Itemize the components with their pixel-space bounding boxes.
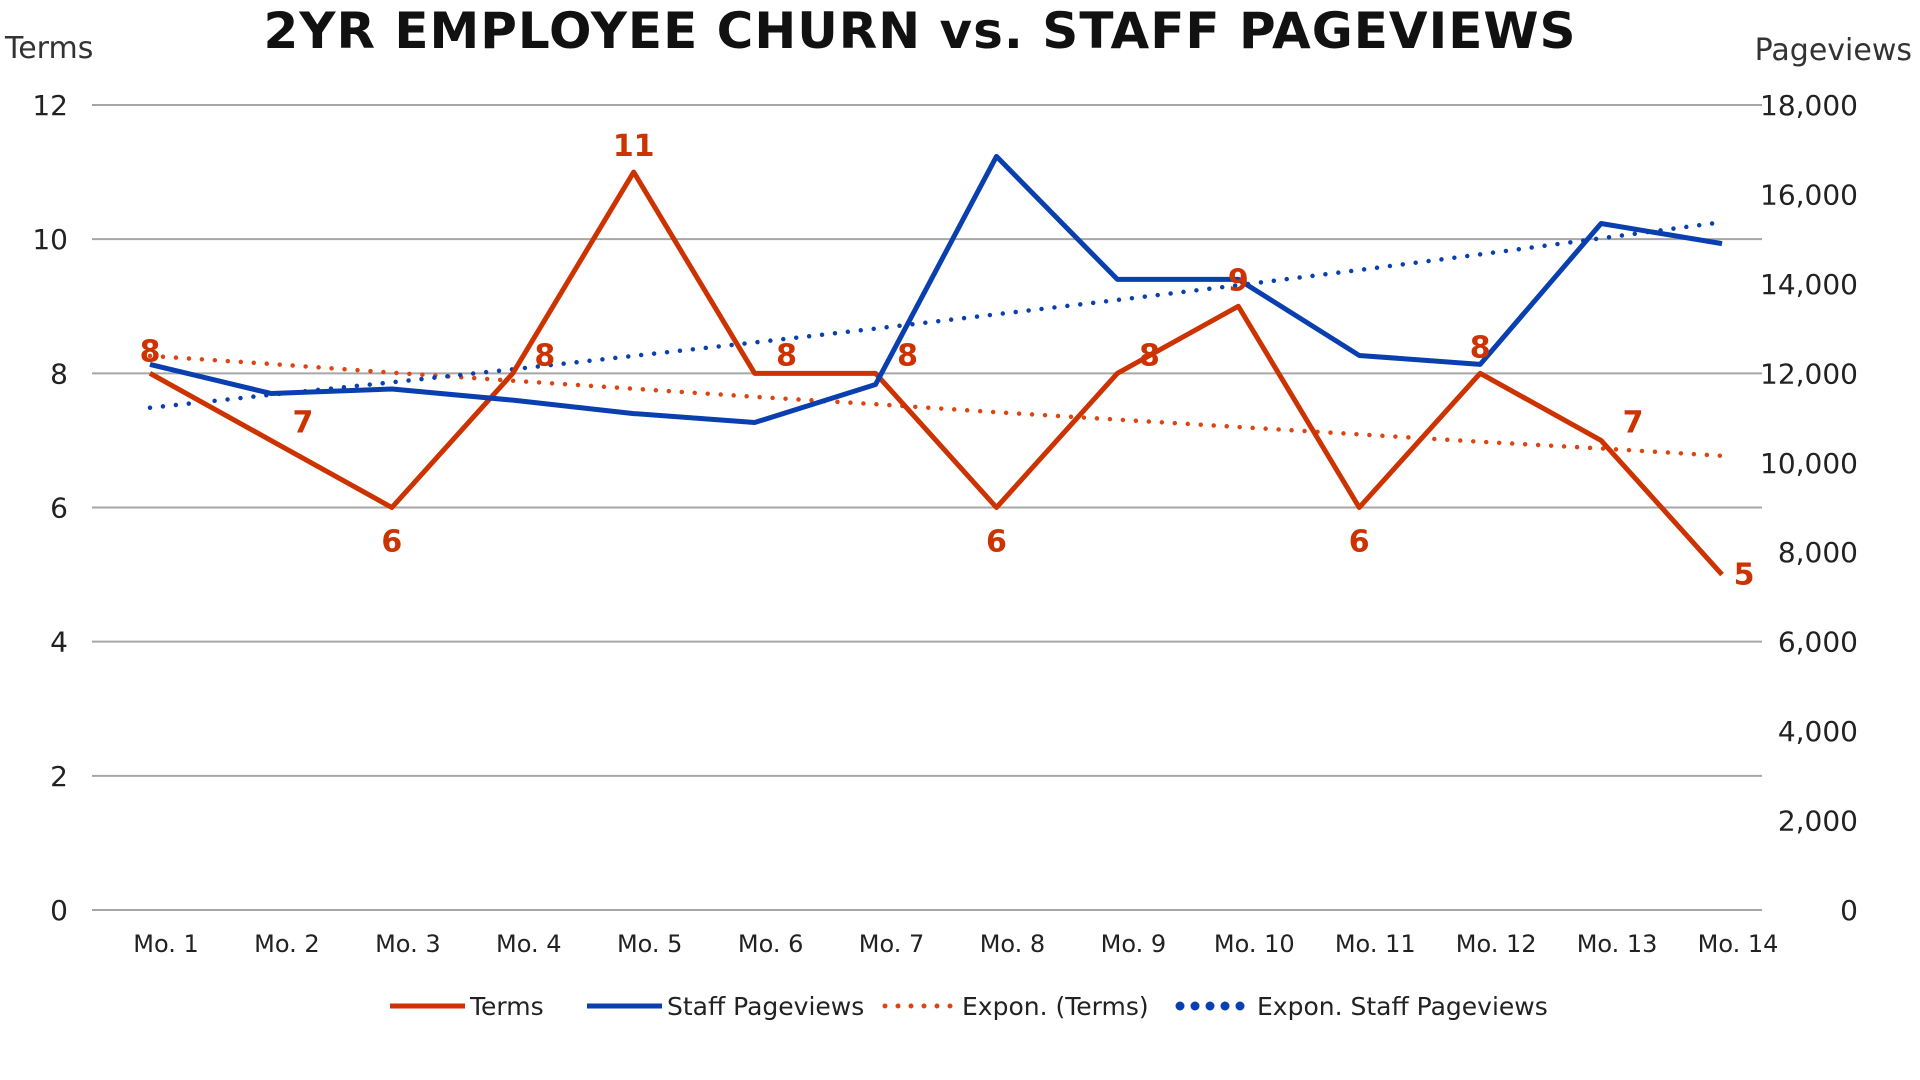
left-tick-label: 6 — [50, 492, 68, 525]
data-labels: 8 7 6 8 11 8 8 6 8 9 6 8 7 5 — [140, 129, 1755, 593]
right-tick-label: 4,000 — [1778, 715, 1858, 748]
legend: Terms Staff Pageviews Expon. (Terms) Expon.… — [390, 992, 1548, 1021]
series-line-expon-staff-pageviews — [147, 219, 1725, 411]
left-tick-label: 0 — [50, 894, 68, 927]
left-tick-label: 2 — [50, 760, 68, 793]
x-tick-label: Mo. 12 — [1456, 930, 1537, 958]
right-tick-label: 16,000 — [1760, 178, 1858, 211]
terms-data-label: 8 — [140, 334, 161, 369]
right-tick-label: 12,000 — [1760, 357, 1858, 390]
series-line-staff-pageviews — [149, 153, 1723, 426]
x-tick-label: Mo. 11 — [1335, 930, 1416, 958]
series-line-terms — [148, 169, 1724, 577]
x-tick-label: Mo. 9 — [1101, 930, 1167, 958]
left-axis-title: Terms — [4, 31, 93, 66]
terms-data-label: 8 — [534, 338, 555, 373]
x-tick-label: Mo. 1 — [133, 930, 199, 958]
right-tick-label: 2,000 — [1778, 805, 1858, 838]
right-tick-label: 6,000 — [1778, 626, 1858, 659]
terms-data-label: 7 — [292, 405, 313, 440]
terms-data-label: 8 — [1139, 338, 1160, 373]
terms-data-label: 6 — [1349, 525, 1370, 560]
terms-data-label: 8 — [897, 338, 918, 373]
x-tick-label: Mo. 7 — [859, 930, 925, 958]
x-tick-label: Mo. 13 — [1577, 930, 1658, 958]
x-tick-label: Mo. 6 — [738, 930, 804, 958]
terms-data-label: 5 — [1734, 558, 1755, 593]
terms-data-label: 9 — [1228, 263, 1249, 298]
terms-data-label: 8 — [776, 338, 797, 373]
right-tick-label: 0 — [1840, 894, 1858, 927]
series-layer — [147, 153, 1725, 577]
legend-label-expon-staff-pageviews: Expon. Staff Pageviews — [1257, 992, 1548, 1021]
right-tick-label: 10,000 — [1760, 447, 1858, 480]
right-tick-label: 14,000 — [1760, 268, 1858, 301]
right-axis-ticks: 0 2,000 4,000 6,000 8,000 10,000 12,000 14,000 1… — [1760, 89, 1858, 927]
terms-data-label: 11 — [613, 129, 655, 164]
x-tick-label: Mo. 8 — [980, 930, 1046, 958]
right-tick-label: 8,000 — [1778, 536, 1858, 569]
right-axis-title: Pageviews — [1755, 33, 1912, 68]
legend-label-terms: Terms — [469, 992, 544, 1021]
left-tick-label: 10 — [32, 223, 68, 256]
terms-data-label: 6 — [986, 525, 1007, 560]
x-tick-label: Mo. 2 — [254, 930, 320, 958]
left-axis-ticks: 0 2 4 6 8 10 12 — [32, 89, 68, 927]
grid-layer — [92, 104, 1762, 911]
chart-title: 2YR EMPLOYEE CHURN vs. STAFF PAGEVIEWS — [263, 2, 1576, 60]
x-tick-label: Mo. 5 — [617, 930, 683, 958]
x-tick-label: Mo. 14 — [1698, 930, 1779, 958]
terms-data-label: 6 — [381, 525, 402, 560]
left-tick-label: 4 — [50, 626, 68, 659]
right-tick-label: 18,000 — [1760, 89, 1858, 122]
x-axis-ticks: Mo. 1 Mo. 2 Mo. 3 Mo. 4 Mo. 5 Mo. 6 Mo. 7 Mo. 8… — [133, 930, 1778, 958]
series-line-expon-terms — [147, 353, 1725, 459]
legend-label-staff-pageviews: Staff Pageviews — [667, 992, 864, 1021]
x-tick-label: Mo. 10 — [1214, 930, 1295, 958]
left-tick-label: 12 — [32, 89, 68, 122]
x-tick-label: Mo. 3 — [375, 930, 441, 958]
terms-data-label: 8 — [1470, 330, 1491, 365]
x-tick-label: Mo. 4 — [496, 930, 562, 958]
legend-label-expon-terms: Expon. (Terms) — [962, 992, 1149, 1021]
terms-data-label: 7 — [1623, 405, 1644, 440]
left-tick-label: 8 — [50, 357, 68, 390]
